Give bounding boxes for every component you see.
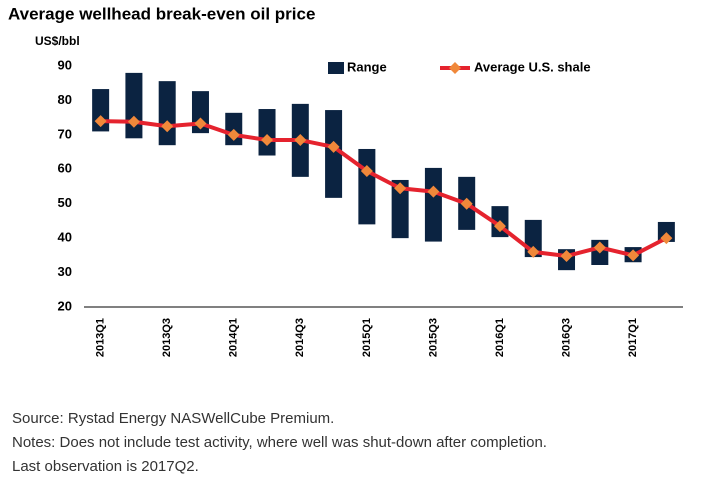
line bbox=[100, 119, 668, 259]
y-axis-label: US$/bbl bbox=[35, 34, 80, 48]
x-tick-label: 2014Q3 bbox=[294, 318, 306, 357]
legend-swatch bbox=[328, 62, 344, 74]
line-marker bbox=[261, 134, 274, 147]
y-tick-label: 80 bbox=[58, 92, 72, 107]
range-bar bbox=[358, 148, 376, 225]
footnote: Notes: Does not include test activity, w… bbox=[12, 434, 547, 451]
x-tick-label: 2014Q1 bbox=[228, 318, 240, 357]
line-marker bbox=[227, 128, 240, 141]
line-marker bbox=[427, 185, 440, 198]
legend-swatch bbox=[449, 62, 461, 74]
range-bar bbox=[125, 72, 143, 139]
x-tick-label: 2013Q3 bbox=[161, 318, 173, 357]
line-marker bbox=[127, 115, 140, 128]
range-bar bbox=[325, 110, 343, 198]
footnote: Source: Rystad Energy NASWellCube Premiu… bbox=[12, 410, 334, 427]
x-tick-label: 2013Q1 bbox=[95, 318, 107, 357]
y-tick-label: 90 bbox=[58, 57, 72, 72]
chart-title: Average wellhead break-even oil price bbox=[8, 4, 315, 23]
line-marker bbox=[327, 140, 340, 153]
line-marker bbox=[493, 220, 506, 233]
range-bar bbox=[424, 167, 442, 242]
line-marker bbox=[660, 232, 673, 245]
x-tick-label: 2015Q3 bbox=[427, 318, 439, 357]
y-tick-label: 50 bbox=[58, 195, 72, 210]
range-bar bbox=[158, 81, 176, 146]
x-tick-label: 2015Q1 bbox=[361, 318, 373, 357]
line-marker bbox=[194, 117, 207, 130]
y-tick-label: 40 bbox=[58, 230, 72, 245]
line-marker bbox=[460, 197, 473, 210]
line-marker bbox=[360, 165, 373, 178]
legend-label: Range bbox=[347, 59, 387, 74]
line-marker bbox=[161, 120, 174, 133]
y-tick-label: 30 bbox=[58, 264, 72, 279]
y-tick-label: 70 bbox=[58, 126, 72, 141]
line-marker bbox=[527, 245, 540, 258]
range-bar bbox=[258, 109, 276, 156]
line-marker bbox=[394, 182, 407, 195]
line-marker bbox=[560, 250, 573, 263]
line-marker bbox=[294, 134, 307, 147]
x-tick-label: 2016Q1 bbox=[494, 318, 506, 357]
x-tick-label: 2016Q3 bbox=[560, 318, 572, 357]
line-marker bbox=[94, 115, 107, 128]
legend-label: Average U.S. shale bbox=[474, 59, 591, 74]
y-tick-label: 20 bbox=[58, 298, 72, 313]
y-tick-label: 60 bbox=[58, 161, 72, 176]
line-marker bbox=[627, 249, 640, 262]
x-tick-label: 2017Q1 bbox=[627, 318, 639, 357]
footnote: Last observation is 2017Q2. bbox=[12, 458, 199, 475]
line-marker bbox=[593, 241, 606, 254]
range-bar bbox=[391, 179, 409, 239]
